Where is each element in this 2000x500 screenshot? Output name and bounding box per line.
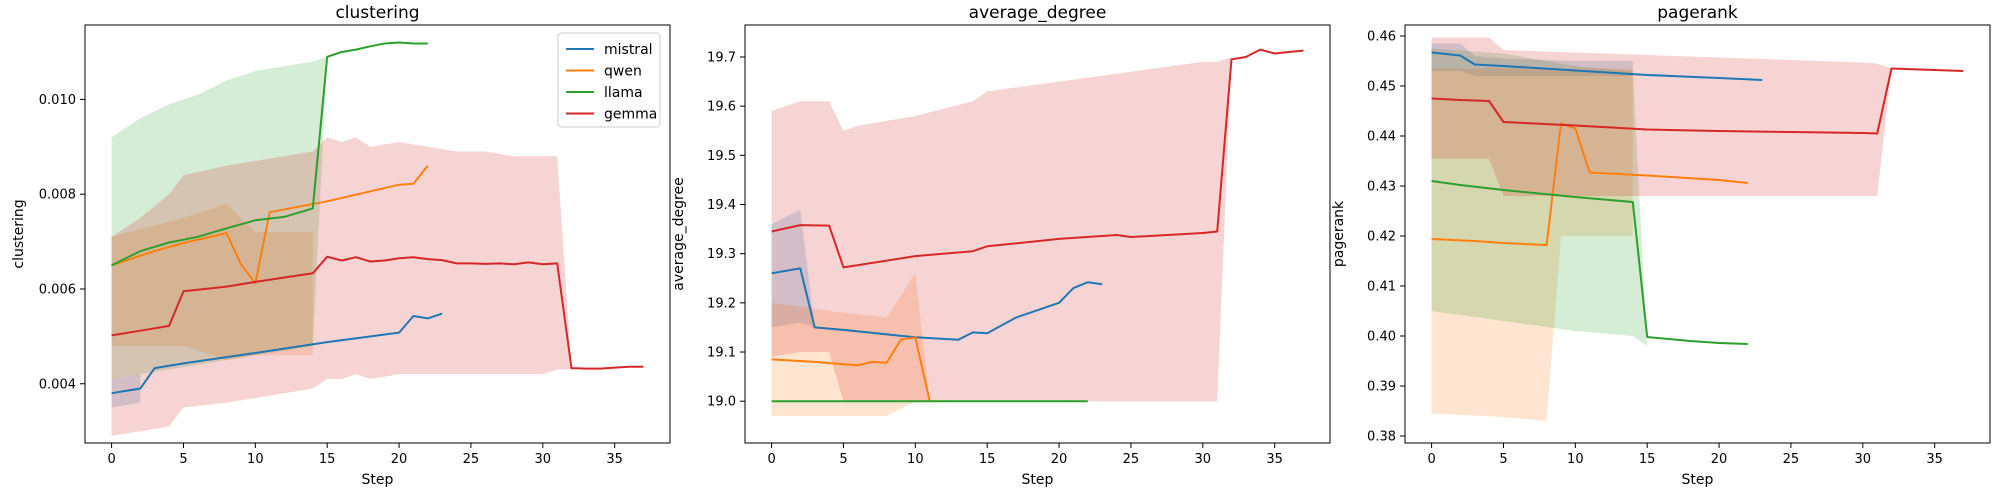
- pagerank-panel: 0 5 10 15 20 25 30 35 0.38 0.39 0.40 0.41 0.42 0.43 0.…: [1331, 3, 1991, 488]
- pagerank-mistral-line: [1431, 51, 1763, 81]
- y-tick-label: 0.38: [1367, 430, 1396, 445]
- clustering-mistral-line: [111, 312, 443, 395]
- average-degree-gemma-line: [771, 48, 1304, 269]
- y-tick-label: 0.004: [39, 377, 76, 392]
- x-tick-label: 10: [247, 452, 264, 467]
- x-tick-label: 0: [1427, 452, 1435, 467]
- average-degree-mistral-band: [771, 209, 815, 328]
- average-degree-qwen-line: [771, 336, 931, 402]
- pagerank-gemma-band: [1431, 37, 1964, 196]
- clustering-llama-band: [111, 42, 428, 379]
- average-degree-axes-frame: [744, 24, 1331, 444]
- pagerank-llama-line: [1431, 180, 1748, 345]
- x-tick-label: 5: [1499, 452, 1507, 467]
- clustering-qwen-line: [111, 165, 429, 285]
- y-tick-label: 0.42: [1367, 230, 1396, 245]
- x-tick-label: 15: [979, 452, 996, 467]
- y-tick-label: 19.0: [707, 395, 736, 410]
- x-tick-label: 30: [1195, 452, 1212, 467]
- chart-title: clustering: [335, 3, 419, 23]
- legend: [557, 32, 661, 128]
- y-tick-label: 0.008: [39, 188, 76, 203]
- y-axis-label: average_degree: [671, 177, 687, 290]
- y-tick-label: 0.010: [39, 93, 76, 108]
- x-tick-label: 35: [606, 452, 623, 467]
- chart-title: average_degree: [969, 3, 1107, 23]
- clustering-gemma-band: [111, 137, 644, 436]
- x-tick-label: 25: [463, 452, 480, 467]
- average-degree-mistral-line: [771, 267, 1103, 341]
- y-tick-label: 19.3: [707, 247, 736, 262]
- x-tick-label: 20: [1051, 452, 1068, 467]
- y-axis-label: clustering: [11, 199, 27, 268]
- y-tick-label: 0.44: [1367, 130, 1396, 145]
- y-tick-label: 0.45: [1367, 80, 1396, 95]
- average-degree-gemma-band: [771, 52, 1304, 402]
- y-tick-label: 19.1: [707, 346, 736, 361]
- y-tick-label: 19.7: [707, 50, 736, 65]
- legend-label-llama: llama: [604, 85, 643, 101]
- y-tick-label: 0.006: [39, 282, 76, 297]
- x-tick-label: 25: [1123, 452, 1140, 467]
- x-tick-label: 5: [179, 452, 187, 467]
- y-tick-label: 19.2: [707, 296, 736, 311]
- x-tick-label: 15: [319, 452, 336, 467]
- clustering-llama-line: [111, 41, 428, 267]
- y-tick-label: 0.41: [1367, 280, 1396, 295]
- x-tick-label: 30: [1855, 452, 1872, 467]
- x-tick-label: 0: [107, 452, 115, 467]
- y-tick-label: 19.4: [707, 198, 736, 213]
- legend-label-gemma: gemma: [604, 107, 657, 123]
- pagerank-axes-frame: [1404, 24, 1991, 444]
- chart-title: pagerank: [1657, 3, 1738, 23]
- clustering-panel: 0 5 10 15 20 25 30 35 0.004 0.006 0.008 0.010 cluste…: [11, 3, 671, 488]
- x-axis-label: Step: [1682, 472, 1714, 488]
- x-tick-label: 30: [535, 452, 552, 467]
- y-tick-label: 0.43: [1367, 180, 1396, 195]
- x-tick-label: 25: [1783, 452, 1800, 467]
- legend-label-qwen: qwen: [604, 64, 642, 80]
- x-tick-label: 5: [839, 452, 847, 467]
- x-axis-label: Step: [362, 472, 394, 488]
- pagerank-mistral-band: [1431, 43, 1633, 76]
- x-tick-label: 20: [1711, 452, 1728, 467]
- y-tick-label: 0.40: [1367, 330, 1396, 345]
- y-tick-label: 19.5: [707, 149, 736, 164]
- y-tick-label: 0.39: [1367, 380, 1396, 395]
- x-tick-label: 10: [907, 452, 924, 467]
- average-degree-panel: 0 5 10 15 20 25 30 35 19.0 19.1 19.2 19.3 19.4 19.5 19…: [671, 3, 1331, 488]
- pagerank-gemma-line: [1431, 67, 1964, 135]
- clustering-axes-frame: [84, 24, 671, 444]
- x-tick-label: 10: [1567, 452, 1584, 467]
- y-axis-label: pagerank: [1331, 200, 1347, 267]
- x-axis-label: Step: [1022, 472, 1054, 488]
- x-tick-label: 15: [1639, 452, 1656, 467]
- clustering-gemma-line: [111, 255, 644, 370]
- x-tick-label: 20: [391, 452, 408, 467]
- x-tick-label: 35: [1926, 452, 1943, 467]
- x-tick-label: 0: [767, 452, 775, 467]
- y-tick-label: 0.46: [1367, 30, 1396, 45]
- y-tick-label: 19.6: [707, 100, 736, 115]
- legend-label-mistral: mistral: [604, 42, 653, 58]
- x-tick-label: 35: [1266, 452, 1283, 467]
